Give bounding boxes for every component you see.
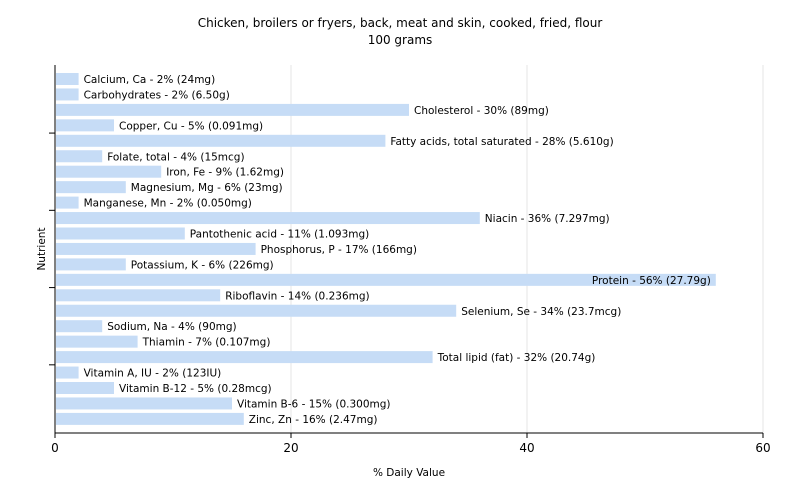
chart-title: Chicken, broilers or fryers, back, meat … xyxy=(198,16,603,30)
bar-label: Niacin - 36% (7.297mg) xyxy=(485,213,610,225)
bar xyxy=(56,196,79,209)
bars: Calcium, Ca - 2% (24mg) Carbohydrates - 2… xyxy=(56,73,716,426)
bar-label: Potassium, K - 6% (226mg) xyxy=(131,259,274,271)
bar xyxy=(56,73,79,85)
y-axis-title: Nutrient xyxy=(36,227,48,270)
bar xyxy=(56,103,409,116)
bar-label: Vitamin B-12 - 5% (0.28mcg) xyxy=(119,383,272,395)
bar xyxy=(56,397,232,410)
bar xyxy=(56,304,457,317)
bar xyxy=(56,412,244,425)
bar xyxy=(56,88,79,101)
bar xyxy=(56,335,138,348)
grid-lines xyxy=(290,65,764,433)
bar xyxy=(56,289,221,302)
axes xyxy=(54,65,763,434)
bar xyxy=(56,165,162,178)
bar xyxy=(56,181,126,194)
bar-label: Protein - 56% (27.79g) xyxy=(592,275,711,287)
y-ticks xyxy=(49,132,55,366)
bar xyxy=(56,258,126,271)
bar-label: Calcium, Ca - 2% (24mg) xyxy=(84,74,216,86)
bar-label: Manganese, Mn - 2% (0.050mg) xyxy=(84,198,252,210)
bar xyxy=(56,351,433,364)
bar xyxy=(56,134,386,147)
bar-label: Total lipid (fat) - 32% (20.74g) xyxy=(437,352,596,364)
bar-label: Zinc, Zn - 16% (2.47mg) xyxy=(249,414,378,426)
bar xyxy=(56,366,79,379)
bar-label: Pantothenic acid - 11% (1.093mg) xyxy=(190,229,369,241)
bar-label: Cholesterol - 30% (89mg) xyxy=(414,105,549,117)
bar xyxy=(56,212,480,225)
bar-label: Magnesium, Mg - 6% (23mg) xyxy=(131,182,283,194)
bar xyxy=(56,320,103,333)
x-ticks: 0 20 40 60 xyxy=(51,433,771,455)
chart-subtitle: 100 grams xyxy=(368,33,433,47)
bar-label: Riboflavin - 14% (0.236mg) xyxy=(225,290,369,302)
x-tick-label: 40 xyxy=(519,441,534,455)
x-tick-label: 0 xyxy=(51,441,59,455)
bar xyxy=(56,150,103,163)
bar-label: Thiamin - 7% (0.107mg) xyxy=(142,337,271,349)
bar-label: Folate, total - 4% (15mcg) xyxy=(107,151,244,163)
bar-label: Vitamin B-6 - 15% (0.300mg) xyxy=(237,398,391,410)
bar-label: Sodium, Na - 4% (90mg) xyxy=(107,321,236,333)
bar-label: Vitamin A, IU - 2% (123IU) xyxy=(84,368,222,380)
bar-label: Iron, Fe - 9% (1.62mg) xyxy=(166,167,284,179)
bar xyxy=(56,273,716,286)
bar xyxy=(56,242,256,255)
x-tick-label: 60 xyxy=(755,441,770,455)
bar-label: Selenium, Se - 34% (23.7mcg) xyxy=(461,306,621,318)
bar-label: Carbohydrates - 2% (6.50g) xyxy=(84,89,230,101)
bar xyxy=(56,382,114,394)
x-tick-label: 20 xyxy=(283,441,298,455)
bar xyxy=(56,119,114,132)
bar-label: Phosphorus, P - 17% (166mg) xyxy=(261,244,417,256)
bar xyxy=(56,227,185,240)
bar-label: Fatty acids, total saturated - 28% (5.61… xyxy=(390,136,613,148)
x-axis-title: % Daily Value xyxy=(373,467,445,479)
bar-label: Copper, Cu - 5% (0.091mg) xyxy=(119,120,263,132)
